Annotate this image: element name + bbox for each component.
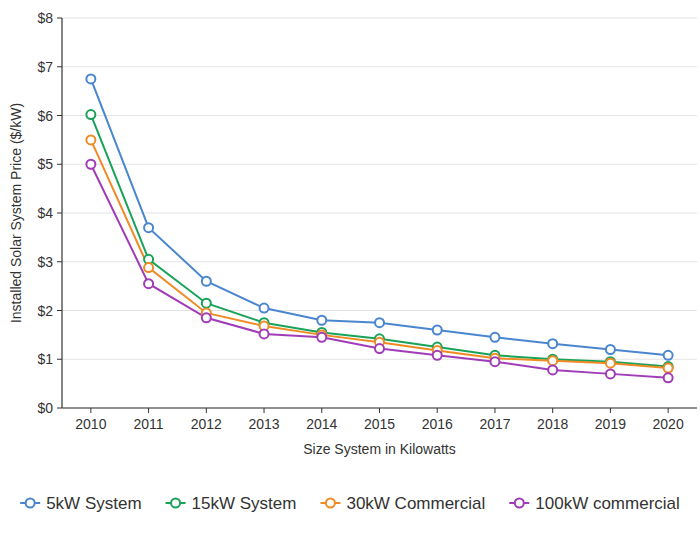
data-point [86,160,95,169]
legend-item: 5kW System [20,494,141,513]
data-point [260,304,269,313]
grid-line [62,261,697,262]
grid-line [62,359,697,360]
data-point [144,263,153,272]
tick-mark [206,408,207,413]
data-point [606,369,615,378]
legend: 5kW System 15kW System 30kW Commercial 100k… [20,494,680,513]
tick-label: $7 [37,59,53,75]
tick-mark [321,408,322,413]
tick-label: $0 [37,400,53,416]
grid-line [62,164,697,165]
tick-mark [437,408,438,413]
data-point [202,277,211,286]
tick-label: $4 [37,205,53,221]
tick-label: $1 [37,351,53,367]
legend-label: 15kW System [192,494,297,513]
data-point [86,110,95,119]
data-point [260,329,269,338]
data-point [433,326,442,335]
tick-label: 2020 [653,416,684,432]
data-point [664,373,673,382]
tick-mark [57,310,62,311]
tick-label: 2013 [248,416,279,432]
tick-label: 2014 [306,416,337,432]
data-point [86,74,95,83]
tick-mark [668,408,669,413]
data-point [606,359,615,368]
tick-label: $5 [37,156,53,172]
tick-mark [57,115,62,116]
data-point [144,279,153,288]
grid-line [62,213,697,214]
tick-label: 2019 [595,416,626,432]
tick-mark [264,408,265,413]
axis-label: Installed Solar System Price ($/kW) [8,103,24,323]
tick-mark [57,18,62,19]
tick-mark [57,359,62,360]
legend-item: 100kW commercial [509,494,680,513]
data-point [433,351,442,360]
series-line [91,79,668,355]
tick-mark [494,408,495,413]
tick-mark [610,408,611,413]
tick-label: 2011 [134,416,164,432]
grid-line [62,310,697,311]
tick-label: 2015 [364,416,395,432]
tick-label: 2018 [537,416,568,432]
legend-key [26,499,35,508]
tick-mark [90,408,91,413]
legend-key [515,499,524,508]
data-point [548,339,557,348]
tick-mark [57,261,62,262]
tick-mark [552,408,553,413]
data-point [664,364,673,373]
tick-mark [57,408,62,409]
legend-label: 30kW Commercial [346,494,485,513]
data-point [317,333,326,342]
data-point [490,333,499,342]
axis-label: Size System in Kilowatts [303,441,456,457]
tick-mark [57,164,62,165]
series-line [91,115,668,367]
plot-area [86,74,672,382]
data-point [664,351,673,360]
tick-mark [57,66,62,67]
data-point [375,318,384,327]
legend-key [171,499,180,508]
data-point [548,365,557,374]
tick-mark [148,408,149,413]
data-point [548,356,557,365]
tick-label: $6 [37,108,53,124]
grid-line [62,18,697,19]
data-point [317,316,326,325]
data-point [86,135,95,144]
tick-label: $3 [37,254,53,270]
tick-mark [379,408,380,413]
data-point [606,345,615,354]
series-line [91,164,668,378]
legend-item: 30kW Commercial [320,494,485,513]
chart: $0 $1 $2 $3 $4 $5 $6 $7 $8 2010 2011 2012 2013 2014 20… [0,0,700,533]
tick-label: 2016 [422,416,453,432]
tick-label: $2 [37,303,53,319]
tick-label: 2012 [191,416,222,432]
tick-label: $8 [37,10,53,26]
data-point [202,299,211,308]
data-point [375,344,384,353]
y-axis [61,18,62,408]
legend-key [326,499,335,508]
legend-label: 100kW commercial [535,494,680,513]
data-point [490,357,499,366]
grid-line [62,66,697,67]
legend-label: 5kW System [46,494,141,513]
tick-mark [57,213,62,214]
tick-label: 2010 [75,416,106,432]
legend-item: 15kW System [166,494,297,513]
data-point [144,223,153,232]
data-point [202,313,211,322]
grid-line [62,115,697,116]
tick-label: 2017 [479,416,510,432]
series-line [91,140,668,368]
